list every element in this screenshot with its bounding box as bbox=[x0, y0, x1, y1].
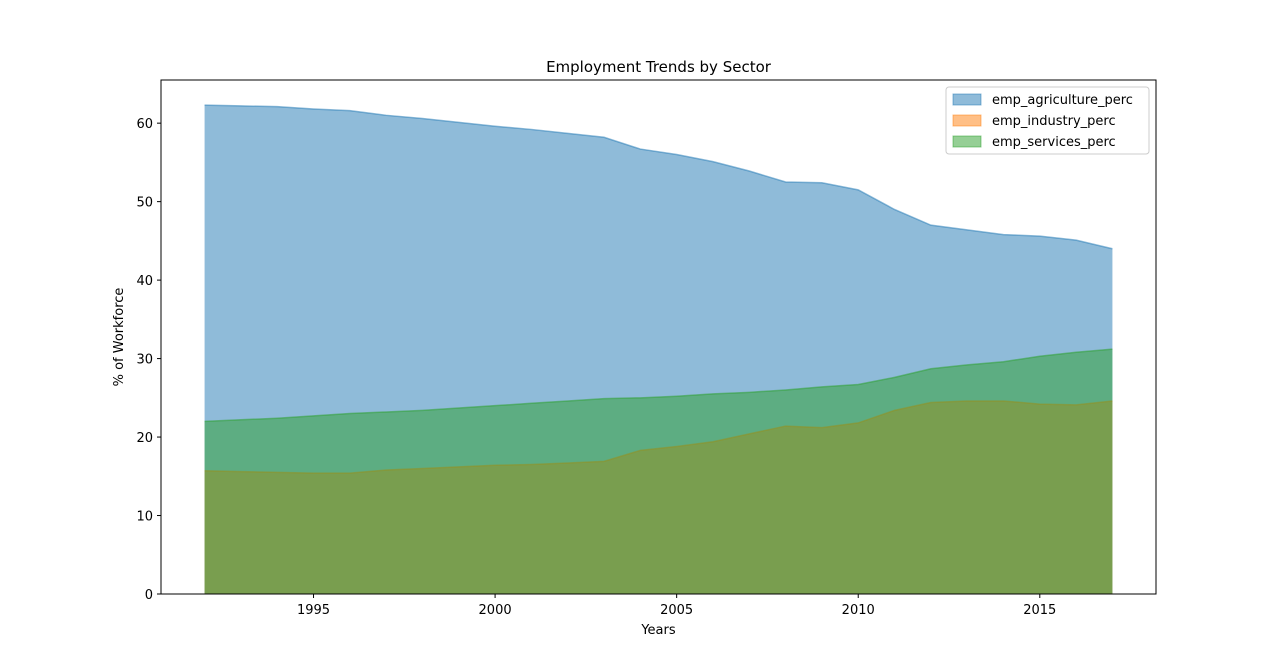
legend-box bbox=[945, 86, 1150, 155]
y-tick-label: 60 bbox=[136, 117, 153, 132]
plot-frame bbox=[160, 79, 1157, 595]
y-tick-label: 50 bbox=[136, 196, 153, 211]
x-tick-label: 1995 bbox=[297, 603, 330, 618]
y-axis: 0 10 20 30 40 50 60 bbox=[136, 117, 161, 603]
y-tick-label: 20 bbox=[136, 431, 153, 446]
legend-swatch-emp_agriculture_perc bbox=[952, 93, 982, 106]
y-tick-label: 40 bbox=[136, 274, 153, 289]
chart-areas bbox=[204, 104, 1113, 595]
y-tick-label: 30 bbox=[136, 353, 153, 368]
y-axis-label: % of Workforce bbox=[112, 288, 127, 387]
legend-swatch-emp_services_perc bbox=[952, 135, 982, 148]
y-tick-label: 10 bbox=[136, 510, 153, 525]
legend-swatch-emp_industry_perc bbox=[952, 114, 982, 127]
legend-label-emp_services_perc: emp_services_perc bbox=[992, 135, 1116, 150]
x-tick-label: 2015 bbox=[1023, 603, 1056, 618]
x-tick-label: 2000 bbox=[479, 603, 512, 618]
chart-title: Employment Trends by Sector bbox=[546, 58, 772, 76]
x-tick-label: 2005 bbox=[660, 603, 693, 618]
x-tick-label: 2010 bbox=[842, 603, 875, 618]
line-emp_services_perc bbox=[204, 348, 1113, 423]
legend-label-emp_agriculture_perc: emp_agriculture_perc bbox=[992, 93, 1133, 108]
x-axis-label: Years bbox=[640, 623, 676, 638]
line-emp_agriculture_perc bbox=[204, 104, 1113, 250]
x-axis: 1995 2000 2005 2010 2015 bbox=[297, 594, 1056, 618]
y-tick-label: 0 bbox=[145, 588, 153, 603]
legend: emp_agriculture_perc emp_industry_percemp… bbox=[945, 86, 1150, 155]
legend-label-emp_industry_perc: emp_industry_perc bbox=[992, 114, 1116, 129]
